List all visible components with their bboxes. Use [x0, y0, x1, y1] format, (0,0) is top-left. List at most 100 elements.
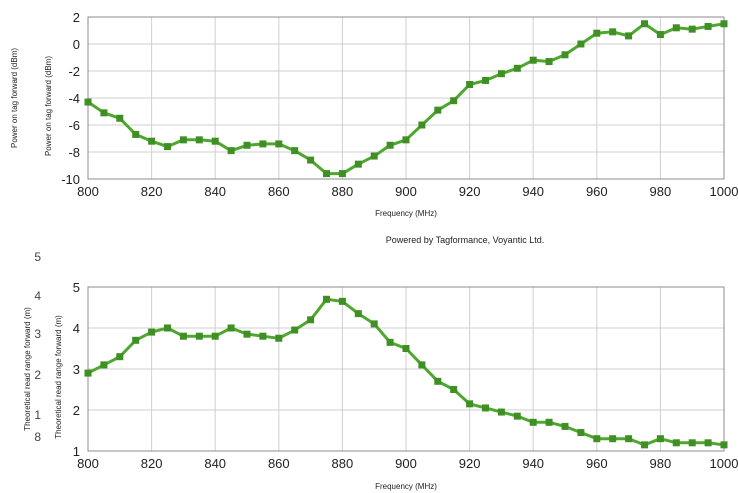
data-point — [227, 147, 235, 155]
y-tick-label: -10 — [61, 172, 80, 187]
data-point — [529, 418, 537, 426]
data-point — [672, 24, 680, 32]
data-point — [164, 324, 171, 332]
data-point — [593, 29, 601, 37]
data-point — [434, 377, 442, 385]
x-tick-label: 840 — [204, 184, 226, 199]
y-tick-label: -2 — [68, 64, 80, 79]
data-point — [275, 140, 283, 148]
data-point — [513, 64, 521, 72]
x-tick-label: 980 — [650, 456, 672, 471]
data-point — [561, 51, 569, 59]
data-point — [291, 147, 299, 155]
data-point — [243, 330, 251, 338]
data-point — [259, 332, 267, 340]
x-tick-label: 940 — [522, 184, 544, 199]
data-point — [370, 152, 378, 160]
x-tick-label: 820 — [141, 184, 163, 199]
data-point — [656, 31, 664, 39]
data-point — [323, 170, 330, 178]
data-point — [179, 332, 187, 340]
data-point — [688, 25, 696, 33]
data-point — [338, 297, 346, 305]
x-tick-label: 1000 — [710, 456, 738, 471]
data-point — [132, 336, 140, 344]
data-point — [354, 160, 362, 168]
data-point — [259, 140, 267, 148]
data-point — [418, 121, 426, 129]
data-point — [84, 369, 92, 377]
ghost-tick-label: 5 — [34, 250, 41, 264]
data-point — [497, 408, 505, 416]
data-point — [466, 400, 474, 408]
x-tick-label: 860 — [268, 456, 290, 471]
y-tick-label: -4 — [68, 91, 80, 106]
y-tick-label: 1 — [73, 444, 80, 459]
x-tick-label: 880 — [332, 184, 354, 199]
data-point — [243, 141, 251, 149]
data-point — [338, 170, 346, 178]
read-range-chart: 800 820 840 860 880 900 920 940 960 980 1000 1 2 3 4 5 F… — [23, 250, 738, 491]
data-point — [386, 338, 394, 346]
y-tick-label: 2 — [73, 403, 80, 418]
x-tick-label: 940 — [522, 456, 544, 471]
data-point — [482, 76, 489, 84]
x-tick-label: 920 — [459, 456, 481, 471]
data-point — [211, 137, 219, 145]
data-point — [720, 441, 728, 449]
data-point — [577, 429, 585, 437]
y-tick-label: 3 — [73, 362, 80, 377]
data-point — [148, 328, 156, 336]
y-axis-label-duplicate: Power on tag forward (dBm) — [44, 56, 53, 156]
data-point — [434, 106, 442, 114]
data-point — [402, 136, 410, 144]
data-point — [466, 81, 474, 88]
x-tick-label: 800 — [77, 184, 99, 199]
data-point — [164, 143, 171, 151]
data-point — [195, 332, 203, 340]
data-point — [545, 58, 553, 66]
x-tick-label: 880 — [332, 456, 354, 471]
y-tick-label: 0 — [73, 37, 80, 52]
data-point — [291, 326, 299, 334]
data-point — [195, 136, 203, 144]
plot-frame — [87, 286, 725, 452]
data-point — [116, 114, 124, 122]
ghost-tick-label: 8 — [34, 430, 41, 444]
data-point — [577, 40, 585, 48]
data-point — [132, 130, 140, 138]
data-point — [307, 156, 315, 164]
data-point — [641, 441, 648, 449]
data-point — [688, 439, 696, 447]
ghost-tick-label: 2 — [34, 368, 41, 382]
data-point — [179, 136, 187, 144]
data-point — [418, 361, 426, 369]
x-tick-label: 900 — [395, 184, 417, 199]
data-point — [450, 386, 458, 393]
data-point — [720, 20, 728, 28]
x-tick-label: 920 — [459, 184, 481, 199]
power-chart: 800 820 840 860 880 900 920 940 960 980 1000 -10 -8 -… — [10, 10, 738, 218]
data-point — [513, 412, 521, 420]
data-point — [672, 439, 680, 447]
data-point — [386, 141, 394, 149]
data-point — [704, 22, 712, 30]
data-point — [116, 353, 124, 361]
x-tick-label: 860 — [268, 184, 290, 199]
y-axis-label: Theoretical read range forward (m) — [23, 307, 32, 431]
data-point — [704, 439, 712, 447]
y-axis-label: Power on tag forward (dBm) — [10, 48, 19, 148]
y-tick-label: -6 — [68, 118, 80, 133]
data-point — [84, 98, 92, 106]
x-tick-label: 960 — [586, 184, 608, 199]
ghost-tick-label: 4 — [34, 289, 41, 303]
x-tick-label: 840 — [204, 456, 226, 471]
data-point — [148, 137, 156, 145]
x-tick-label: 820 — [141, 456, 163, 471]
credit-text: Powered by Tagformance, Voyantic Ltd. — [386, 235, 544, 245]
data-point — [323, 295, 330, 303]
data-point — [227, 324, 235, 332]
data-point — [609, 435, 617, 443]
x-tick-label: 960 — [586, 456, 608, 471]
data-point — [354, 310, 362, 318]
